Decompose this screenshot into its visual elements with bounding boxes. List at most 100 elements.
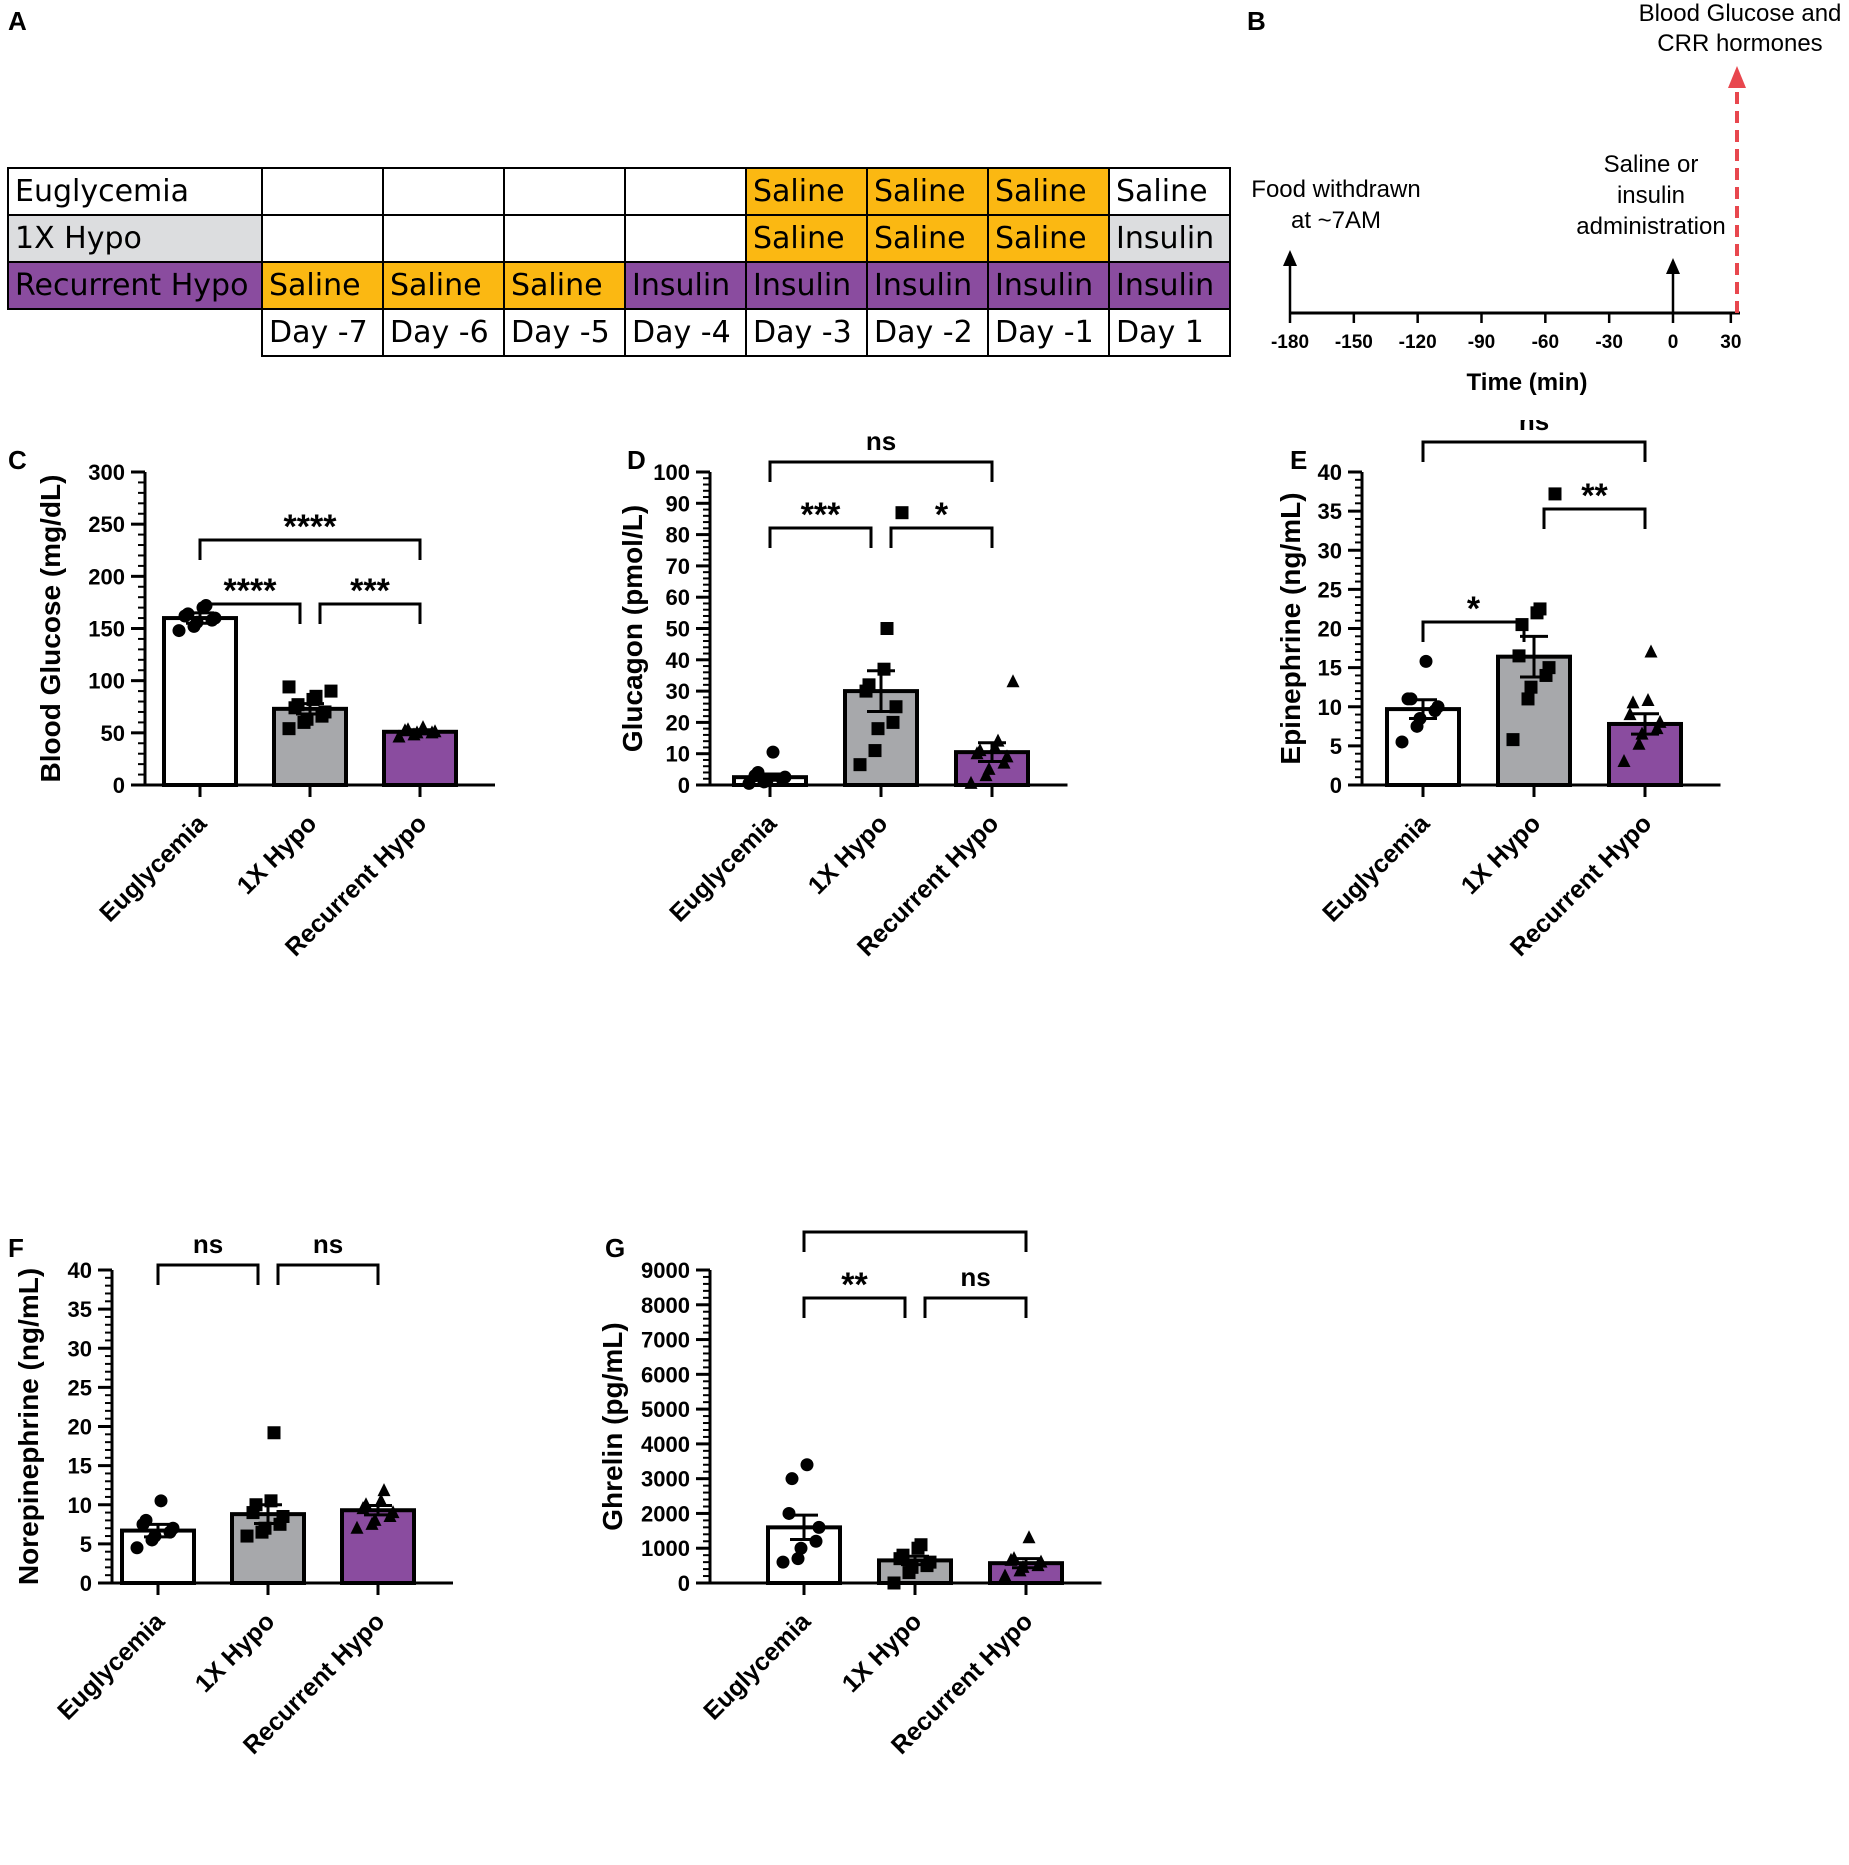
significance-label: *** — [801, 496, 841, 534]
y-tick-label: 10 — [1318, 695, 1342, 720]
day-header: Day -4 — [624, 308, 747, 357]
timeline-tick-label: -180 — [1271, 332, 1309, 353]
schedule-cell — [624, 167, 747, 216]
x-category-label: 1X Hypo — [190, 1607, 281, 1698]
data-point-square — [880, 622, 894, 635]
data-point-circle — [166, 1521, 180, 1535]
day-header: Day -1 — [987, 308, 1110, 357]
admin-label-line1: Saline or — [1604, 151, 1699, 178]
timeline-ticks: -180 -150 -120 -90 -60 -30 0 30 — [1271, 313, 1741, 353]
x-category-label: 1X Hypo — [837, 1607, 928, 1698]
timeline-tick-label: -150 — [1335, 332, 1373, 353]
y-tick-label: 20 — [1318, 617, 1342, 642]
significance-label: ns — [960, 1262, 990, 1292]
significance-label: * — [935, 496, 949, 534]
significance-label: ns — [193, 1230, 223, 1259]
schedule-cell — [503, 214, 626, 263]
data-point-square — [914, 1538, 928, 1552]
y-tick-label: 25 — [1318, 577, 1342, 602]
timeline-tick-label: 0 — [1668, 332, 1679, 353]
data-point-circle — [766, 745, 780, 759]
significance-bracket — [1421, 440, 1647, 462]
schedule-cell: Insulin — [866, 261, 989, 310]
data-point-square — [1548, 487, 1562, 501]
chart-ghrelin: Ghrelin (pg/mL) 0 1000 2000 3000 4000 5000 6000… — [597, 1230, 1102, 1760]
data-point-circle — [199, 599, 213, 613]
data-point-triangle — [1641, 692, 1655, 706]
row-label-1x-hypo: 1X Hypo — [7, 214, 263, 263]
data-point-square — [1506, 733, 1520, 747]
data-point-square — [309, 689, 323, 703]
admin-label-line2: insulin — [1617, 182, 1685, 209]
timeline-tick-label: 30 — [1720, 332, 1741, 353]
data-point-square — [889, 700, 903, 714]
data-point-triangle — [416, 720, 430, 734]
y-axis-label: Norepinephrine (ng/mL) — [13, 1268, 44, 1585]
data-point-circle — [760, 773, 774, 787]
data-point-square — [258, 1521, 272, 1535]
data-point-circle — [785, 1472, 799, 1486]
y-tick-label: 3000 — [641, 1467, 690, 1492]
data-point-circle — [1413, 711, 1427, 725]
data-point-square — [282, 722, 296, 736]
panel-label-f: F — [8, 1233, 24, 1263]
y-tick-label: 40 — [68, 1258, 92, 1283]
data-point-square — [886, 715, 900, 729]
data-point-triangle — [1034, 1554, 1048, 1568]
data-point-triangle — [1623, 707, 1637, 721]
y-tick-label: 20 — [666, 710, 690, 735]
y-tick-label: 30 — [68, 1336, 92, 1361]
x-category-label: 1X Hypo — [803, 809, 894, 900]
schedule-row-days: Day -7 Day -6 Day -5 Day -4 Day -3 Day -… — [8, 308, 1231, 357]
data-point-circle — [1419, 654, 1433, 668]
day-header: Day -5 — [503, 308, 626, 357]
data-point-triangle — [1626, 695, 1640, 709]
schedule-row-1x-hypo: 1X Hypo Saline Saline Saline Insulin — [7, 214, 1231, 263]
chart-blood-glucose: Blood Glucose (mg/dL) 0 50 100 150 200 250 300 E… — [35, 460, 495, 962]
data-point-triangle — [1617, 754, 1631, 768]
schedule-cell — [261, 167, 384, 216]
data-point-circle — [776, 1555, 790, 1569]
panel-label-d: D — [627, 445, 646, 475]
schedule-cell: Saline — [1108, 167, 1231, 216]
y-tick-label: 100 — [88, 669, 125, 694]
data-point-square — [291, 698, 305, 712]
data-point-square — [267, 1426, 281, 1440]
significance-bracket — [1542, 507, 1647, 529]
food-label-line2: at ~7AM — [1291, 207, 1381, 234]
x-category-label: Euglycemia — [94, 809, 213, 928]
data-point-square — [895, 506, 909, 520]
y-axis-label: Ghrelin (pg/mL) — [597, 1322, 628, 1530]
significance-bracket — [198, 602, 302, 624]
data-point-square — [1533, 602, 1547, 616]
data-point-square — [896, 1548, 910, 1562]
timeline-tick-label: -60 — [1532, 332, 1559, 353]
significance-label: **** — [224, 572, 278, 610]
y-tick-label: 5 — [80, 1532, 92, 1557]
data-point-triangle — [1000, 749, 1014, 763]
data-point-circle — [154, 1494, 168, 1508]
y-axis-label: Epinephrine (ng/mL) — [1275, 492, 1306, 764]
data-point-square — [877, 662, 891, 676]
data-point-circle — [1404, 692, 1418, 706]
data-point-circle — [208, 611, 222, 625]
data-point-circle — [130, 1541, 144, 1555]
day-header: Day -2 — [866, 308, 989, 357]
y-tick-label: 60 — [666, 585, 690, 610]
day-header: Day -7 — [261, 308, 384, 357]
x-category-label: Euglycemia — [664, 809, 783, 928]
data-point-square — [240, 1529, 254, 1543]
y-tick-label: 150 — [88, 617, 125, 642]
data-point-circle — [181, 607, 195, 621]
data-point-square — [871, 722, 885, 736]
schedule-cell: Saline — [745, 214, 868, 263]
data-point-square — [1542, 661, 1556, 675]
data-point-square — [1512, 649, 1526, 663]
data-point-circle — [812, 1520, 826, 1534]
day-header: Day -3 — [745, 308, 868, 357]
significance-label: ** — [902, 1230, 929, 1238]
schedule-cell: Saline — [987, 167, 1110, 216]
timeline-tick-label: -30 — [1595, 332, 1622, 353]
food-arrow-head — [1283, 250, 1297, 266]
